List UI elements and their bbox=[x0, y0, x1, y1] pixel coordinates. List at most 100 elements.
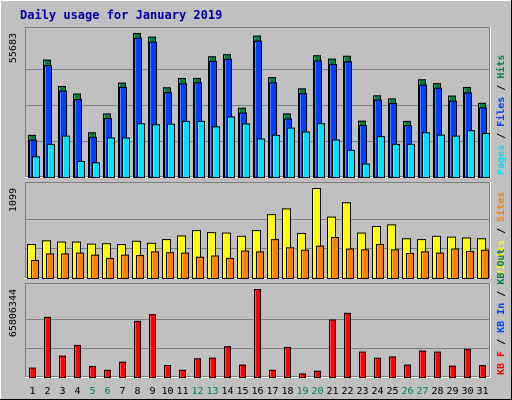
bar-kbf-day-1 bbox=[29, 367, 36, 378]
bar-sites-day-20 bbox=[316, 245, 324, 279]
x-tick-label-day-31: 31 bbox=[476, 386, 488, 397]
bar-kbf-day-5 bbox=[89, 366, 96, 378]
x-tick-label-day-20: 20 bbox=[311, 386, 323, 397]
bar-sites-day-24 bbox=[376, 244, 384, 279]
x-tick-label-day-3: 3 bbox=[59, 386, 65, 397]
bar-kbf-day-14 bbox=[224, 346, 231, 378]
bar-sites-day-22 bbox=[346, 248, 354, 279]
bar-sites-day-27 bbox=[421, 251, 429, 279]
bar-kbf-day-28 bbox=[434, 351, 441, 378]
bar-kbf-day-20 bbox=[314, 370, 321, 379]
bar-kbf-day-11 bbox=[179, 369, 186, 378]
bar-pages-day-28 bbox=[437, 134, 445, 178]
x-tick-label-day-1: 1 bbox=[29, 386, 35, 397]
bar-pages-day-23 bbox=[362, 163, 370, 178]
bar-sites-day-19 bbox=[301, 249, 309, 279]
x-tick-label-day-16: 16 bbox=[251, 386, 263, 397]
bar-sites-day-9 bbox=[151, 251, 159, 279]
bar-sites-day-2 bbox=[46, 253, 54, 279]
x-tick-label-day-21: 21 bbox=[326, 386, 338, 397]
bar-sites-day-10 bbox=[166, 252, 174, 280]
bar-kbf-day-9 bbox=[149, 314, 156, 379]
x-axis-labels: 1 2 3 4 5 6 7 8 9 10 11 12 13 14 15 16 17 18 19 20 21 22 23 24 2… bbox=[29, 386, 488, 397]
legend-entry: Visits bbox=[495, 240, 507, 276]
bar-sites-day-21 bbox=[331, 237, 339, 279]
legend-entry: Pages bbox=[496, 145, 507, 175]
bar-sites-day-8 bbox=[136, 255, 144, 280]
bar-kbf-day-30 bbox=[464, 348, 471, 379]
x-tick-label-day-6: 6 bbox=[104, 386, 110, 397]
bar-kbf-day-26 bbox=[404, 364, 411, 378]
bar-kbf-day-7 bbox=[119, 361, 126, 379]
bar-sites-day-18 bbox=[286, 247, 294, 280]
bar-kbf-day-12 bbox=[194, 358, 201, 379]
bar-kbf-day-24 bbox=[374, 357, 381, 379]
legend-entry: KB F bbox=[496, 351, 507, 375]
x-tick-label-day-7: 7 bbox=[119, 386, 125, 397]
bar-kbf-day-27 bbox=[419, 350, 426, 378]
bar-sites-day-30 bbox=[466, 250, 474, 280]
bar-sites-day-6 bbox=[106, 257, 114, 280]
x-tick-label-day-17: 17 bbox=[266, 386, 278, 397]
legend-entry: KB In bbox=[496, 303, 507, 333]
bar-sites-day-14 bbox=[226, 257, 234, 280]
bar-pages-day-12 bbox=[197, 120, 205, 178]
bar-pages-day-6 bbox=[107, 137, 115, 178]
bar-pages-day-17 bbox=[272, 134, 280, 178]
bar-pages-day-13 bbox=[212, 126, 220, 178]
bar-sites-day-23 bbox=[361, 249, 369, 280]
bar-kbf-day-21 bbox=[329, 319, 336, 379]
bar-kbf-day-2 bbox=[44, 316, 51, 378]
x-tick-label-day-4: 4 bbox=[74, 386, 80, 397]
bar-sites-day-29 bbox=[451, 248, 459, 279]
bar-pages-day-4 bbox=[77, 160, 85, 179]
legend-separator: / bbox=[496, 285, 507, 303]
legend-entry: Files bbox=[495, 97, 507, 127]
x-tick-label-day-22: 22 bbox=[341, 386, 353, 397]
bar-sites-day-17 bbox=[271, 239, 279, 279]
bar-kbf-day-18 bbox=[284, 346, 291, 378]
chart-panels: 55683 Pages / Files / Hits 1099 Visits / Si… bbox=[8, 27, 507, 379]
bar-kbf-day-25 bbox=[389, 356, 396, 379]
panel-legend-2: Visits / Sites bbox=[495, 192, 507, 276]
bar-pages-day-31 bbox=[482, 133, 490, 178]
x-tick-label-day-2: 2 bbox=[44, 386, 50, 397]
bar-kbf-day-4 bbox=[74, 344, 81, 378]
x-tick-label-day-5: 5 bbox=[89, 386, 95, 397]
bar-pages-day-21 bbox=[332, 139, 340, 178]
bar-sites-day-25 bbox=[391, 249, 399, 280]
panel-max-label-1: 55683 bbox=[8, 33, 19, 63]
bar-kbf-day-16 bbox=[254, 289, 261, 378]
bar-kbf-day-6 bbox=[104, 369, 111, 378]
bar-sites-day-16 bbox=[256, 251, 264, 279]
panel-max-label-3: 65806344 bbox=[8, 289, 19, 337]
bar-kbf-day-19 bbox=[299, 373, 306, 378]
x-tick-label-day-8: 8 bbox=[134, 386, 140, 397]
x-tick-label-day-26: 26 bbox=[401, 386, 413, 397]
bar-pages-day-24 bbox=[377, 136, 385, 179]
bar-pages-day-3 bbox=[62, 135, 70, 179]
bar-pages-day-9 bbox=[152, 124, 160, 179]
x-tick-label-day-12: 12 bbox=[191, 386, 203, 397]
bar-pages-day-26 bbox=[407, 143, 415, 178]
panel-legend-3: KB F / KB In / KB Out bbox=[496, 249, 507, 375]
x-tick-label-day-13: 13 bbox=[206, 386, 218, 397]
x-tick-label-day-9: 9 bbox=[149, 386, 155, 397]
x-tick-label-day-15: 15 bbox=[236, 386, 248, 397]
x-tick-label-day-28: 28 bbox=[431, 386, 443, 397]
x-tick-label-day-23: 23 bbox=[356, 386, 368, 397]
x-tick-label-day-29: 29 bbox=[446, 386, 458, 397]
bar-sites-day-11 bbox=[181, 252, 189, 279]
bar-pages-day-25 bbox=[392, 143, 400, 178]
panel-legend-1: Pages / Files / Hits bbox=[495, 55, 507, 175]
x-tick-label-day-11: 11 bbox=[176, 386, 188, 397]
bar-sites-day-15 bbox=[241, 250, 249, 279]
bar-pages-day-18 bbox=[287, 127, 295, 178]
bar-kbf-day-15 bbox=[239, 364, 246, 378]
panel-max-label-2: 1099 bbox=[8, 188, 19, 212]
legend-entry: Hits bbox=[495, 55, 507, 79]
bar-sites-day-13 bbox=[211, 255, 219, 279]
bar-sites-day-4 bbox=[76, 252, 84, 279]
bar-pages-day-19 bbox=[302, 131, 310, 179]
